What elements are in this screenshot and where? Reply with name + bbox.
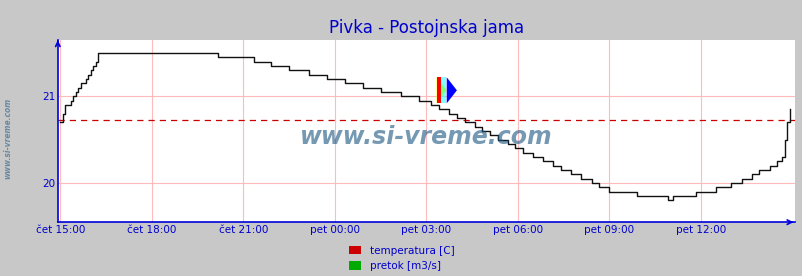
Polygon shape (446, 77, 456, 103)
Polygon shape (440, 77, 445, 103)
Polygon shape (436, 77, 440, 103)
Legend: temperatura [C], pretok [m3/s]: temperatura [C], pretok [m3/s] (348, 246, 454, 271)
Text: www.si-vreme.com: www.si-vreme.com (300, 124, 552, 148)
Title: Pivka - Postojnska jama: Pivka - Postojnska jama (329, 19, 523, 37)
Text: www.si-vreme.com: www.si-vreme.com (3, 97, 13, 179)
Polygon shape (436, 77, 446, 103)
